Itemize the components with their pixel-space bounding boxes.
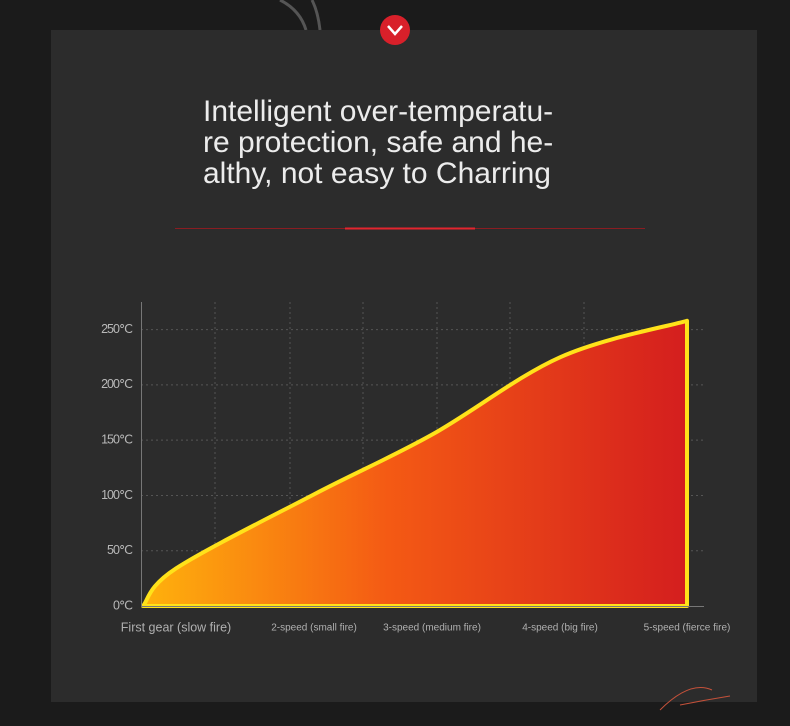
chevron-icon <box>380 15 410 45</box>
y-tick-label: 250℃ <box>101 322 133 336</box>
area <box>141 318 689 608</box>
title-line: Intelligent over-temperatu- <box>203 95 553 128</box>
title-line: althy, not easy to Charring <box>203 157 551 190</box>
decor-chili <box>659 687 731 711</box>
x-tick-label: 5-speed (fierce fire) <box>644 623 731 634</box>
x-tick-label: 4-speed (big fire) <box>522 623 598 634</box>
title-line: re protection, safe and he- <box>203 126 553 159</box>
x-tick-label: 3-speed (medium fire) <box>383 623 481 634</box>
y-tick-label: 100℃ <box>101 488 133 502</box>
x-tick-label: First gear (slow fire) <box>121 620 231 634</box>
decor-cable <box>279 0 322 31</box>
plot: 0℃ 50℃ 100℃ 150℃ 200℃ 250℃ First gear (slow fi… <box>101 318 731 634</box>
y-tick-label: 50℃ <box>107 543 133 557</box>
y-tick-label: 200℃ <box>101 377 133 391</box>
chevron <box>387 25 403 36</box>
x-tick-label: 2-speed (small fire) <box>271 623 357 634</box>
y-tick-label: 0℃ <box>113 598 133 612</box>
y-tick-label: 150℃ <box>101 432 133 446</box>
